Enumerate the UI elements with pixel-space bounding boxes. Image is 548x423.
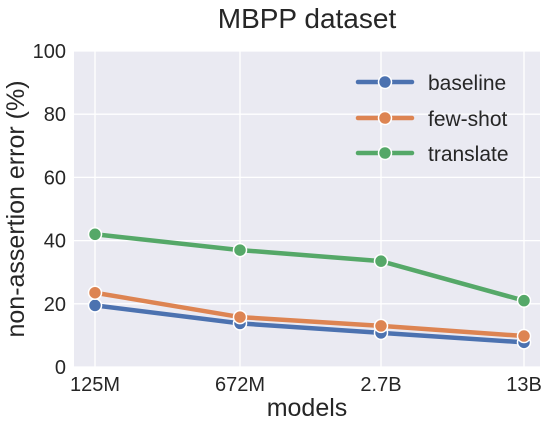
y-tick-label: 40 — [44, 231, 66, 253]
y-tick-label: 100 — [33, 41, 66, 63]
data-point-baseline — [87, 298, 103, 313]
legend-marker-baseline — [377, 74, 393, 90]
x-tick-label: 125M — [70, 374, 120, 396]
legend: baseline few-shot translate — [355, 72, 509, 166]
x-tick-label: 2.7B — [360, 374, 401, 396]
y-tick-label: 0 — [55, 357, 66, 379]
legend-marker-few-shot — [377, 110, 393, 126]
legend-label-few-shot: few-shot — [428, 108, 508, 131]
y-tick-label: 20 — [44, 294, 66, 316]
data-point-few-shot — [373, 318, 389, 334]
data-point-translate — [87, 227, 103, 242]
series-line-baseline — [92, 303, 527, 345]
chart-title: MBPP dataset — [218, 3, 397, 34]
data-point-few-shot — [87, 285, 103, 300]
y-tick-label: 80 — [44, 104, 66, 126]
series-group — [87, 227, 532, 350]
series-line-few-shot — [92, 290, 527, 339]
x-tick-label: 672M — [215, 374, 265, 396]
data-point-translate — [516, 293, 532, 308]
legend-label-translate: translate — [428, 143, 509, 166]
x-axis-label: models — [267, 394, 348, 422]
data-point-translate — [373, 253, 389, 269]
y-axis-label: non-assertion error (%) — [2, 80, 30, 337]
series-line-translate — [92, 232, 527, 303]
data-point-translate — [232, 242, 248, 258]
legend-marker-translate — [377, 145, 393, 161]
data-point-few-shot — [232, 309, 248, 325]
data-point-few-shot — [516, 328, 532, 344]
x-tick-labels: 125M 672M 2.7B 13B — [70, 374, 542, 396]
x-tick-label: 13B — [506, 374, 542, 396]
y-tick-labels: 0 20 40 60 80 100 — [33, 41, 66, 379]
legend-label-baseline: baseline — [428, 72, 506, 95]
y-tick-label: 60 — [44, 167, 66, 189]
